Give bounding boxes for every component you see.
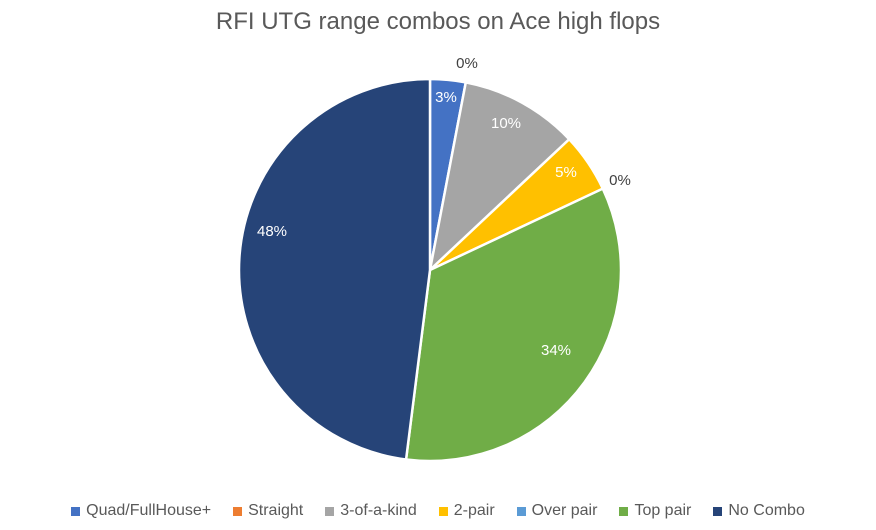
legend-swatch — [516, 506, 526, 516]
legend-item: 2-pair — [438, 502, 495, 520]
data-label-straight: 0% — [456, 55, 478, 72]
data-label-3-of-a-kind: 10% — [491, 115, 521, 132]
legend-label: No Combo — [728, 502, 805, 519]
data-label-over-pair: 0% — [609, 172, 631, 189]
legend-swatch — [71, 506, 81, 516]
pie-slice-3-of-a-kind — [428, 80, 572, 274]
legend-swatch — [233, 506, 243, 516]
legend-swatch — [713, 506, 723, 516]
legend-label: 3-of-a-kind — [340, 502, 417, 519]
legend-label: Straight — [248, 502, 304, 519]
legend-item: No Combo — [713, 502, 805, 520]
pie-slice-top-pair — [404, 187, 623, 463]
legend-swatch — [438, 506, 448, 516]
legend-item: 3-of-a-kind — [325, 502, 417, 520]
legend-label: 2-pair — [453, 502, 495, 519]
legend: Quad/FullHouse+ Straight 3-of-a-kind 2-pair… — [0, 502, 876, 520]
legend-item: Straight — [233, 502, 303, 520]
legend-swatch — [325, 506, 335, 516]
legend-label: Over pair — [531, 502, 598, 519]
data-label-2-pair: 5% — [555, 164, 577, 181]
pie-chart: 3% 0% 10% 5% 0% 34% 48% — [237, 55, 631, 463]
legend-item: Top pair — [619, 502, 691, 520]
legend-item: Over pair — [516, 502, 598, 520]
data-label-quad-fullhouse-: 3% — [435, 89, 457, 106]
legend-label: Quad/FullHouse+ — [86, 502, 212, 519]
data-label-top-pair: 34% — [541, 342, 571, 359]
legend-label: Top pair — [634, 502, 692, 519]
pie-slice-no-combo — [237, 77, 432, 461]
legend-item: Quad/FullHouse+ — [71, 502, 211, 520]
data-label-no-combo: 48% — [257, 223, 287, 240]
legend-swatch — [619, 506, 629, 516]
chart-title: RFI UTG range combos on Ace high flops — [215, 8, 661, 35]
